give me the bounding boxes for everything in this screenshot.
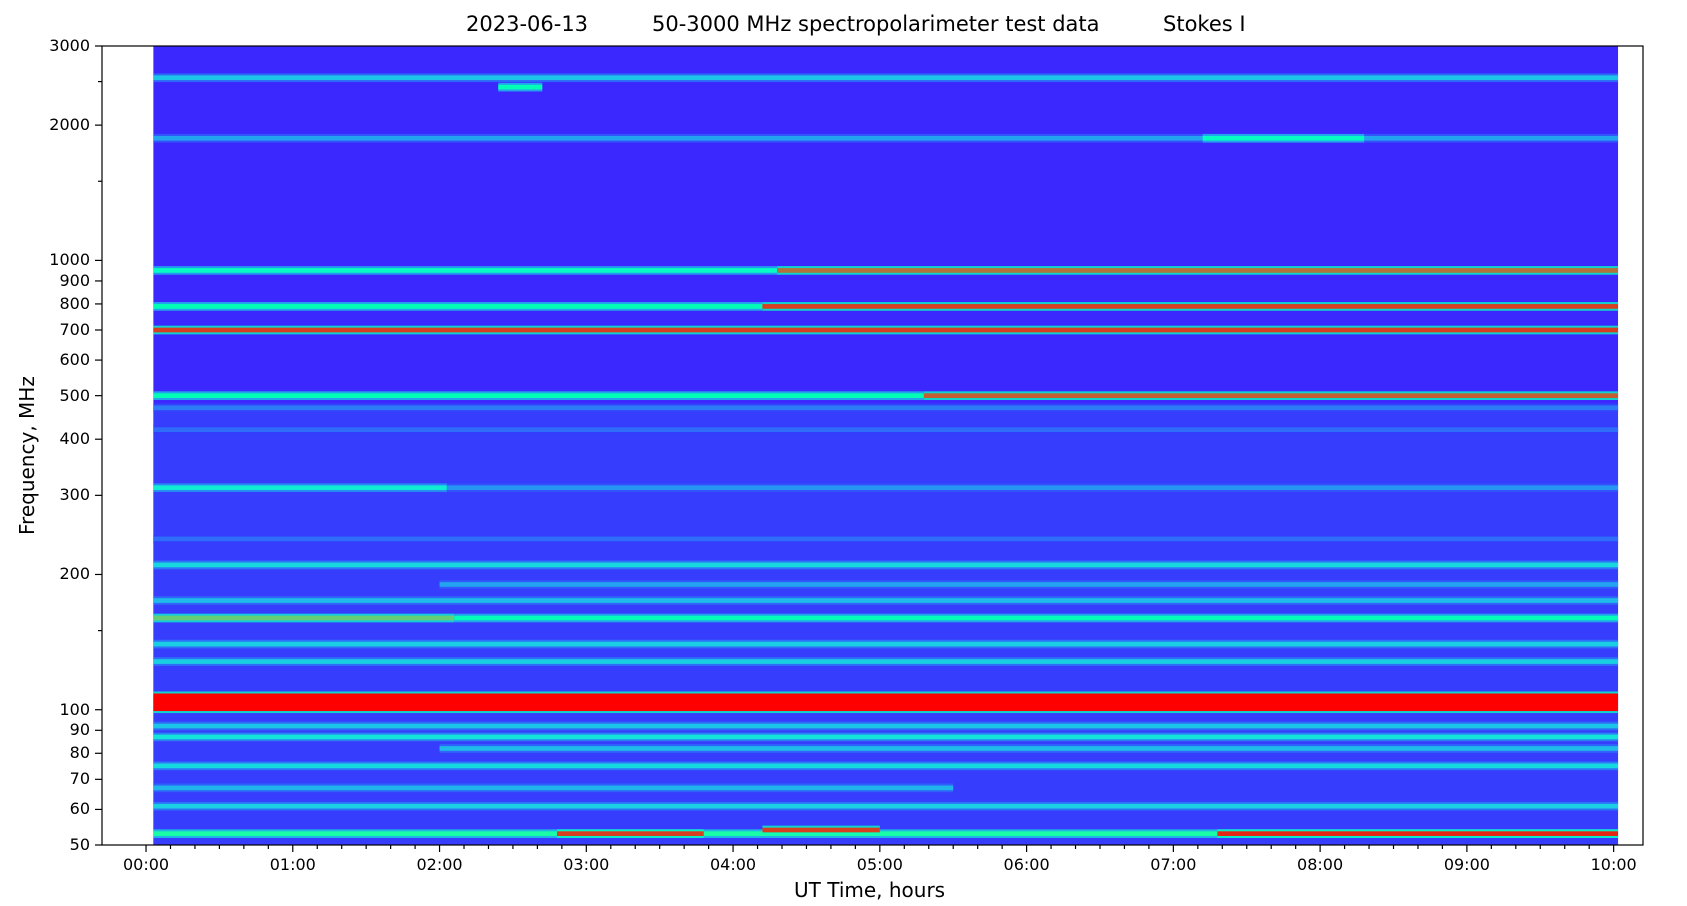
y-tick-label-800: 800 — [59, 293, 90, 313]
y-tick-label-400: 400 — [59, 429, 90, 449]
y-tick-label-80: 80 — [69, 743, 90, 763]
y-tick-label-2000: 2000 — [49, 115, 90, 135]
band-15 — [153, 536, 1619, 542]
y-tick-label-90: 90 — [69, 720, 90, 740]
x-tick-label-05:00: 05:00 — [856, 855, 903, 874]
y-tick-label-900: 900 — [59, 270, 90, 290]
band-0 — [153, 75, 1619, 81]
x-tick-label-08:00: 08:00 — [1297, 855, 1344, 874]
x-tick-label-03:00: 03:00 — [563, 855, 610, 874]
band-10 — [923, 393, 1619, 399]
y-tick-label-1000: 1000 — [49, 250, 90, 270]
band-1 — [498, 84, 543, 90]
band-26 — [439, 746, 1619, 751]
heatmap-area — [153, 46, 1619, 845]
band-11 — [153, 405, 1619, 411]
y-tick-label-300: 300 — [59, 485, 90, 505]
band-17 — [439, 582, 1619, 587]
band-3 — [1202, 135, 1365, 141]
y-tick-label-700: 700 — [59, 319, 90, 339]
y-tick-label-100: 100 — [59, 699, 90, 719]
x-tick-label-07:00: 07:00 — [1150, 855, 1197, 874]
band-18 — [153, 598, 1619, 603]
band-19 — [153, 615, 455, 621]
y-tick-label-70: 70 — [69, 769, 90, 789]
band-5 — [777, 268, 1619, 273]
band-27 — [153, 763, 1619, 769]
band-7 — [762, 304, 1619, 309]
band-4 — [153, 268, 778, 273]
band-29 — [153, 803, 1619, 809]
x-axis-label: UT Time, hours — [794, 878, 946, 902]
x-tick-label-10:00: 10:00 — [1590, 855, 1637, 874]
heatmap-lowfreq-background — [153, 407, 1619, 845]
band-9 — [153, 393, 924, 399]
band-20 — [454, 615, 1619, 621]
y-axis-label: Frequency, MHz — [15, 376, 39, 535]
tick-marks — [95, 45, 1615, 852]
y-tick-label-50: 50 — [69, 835, 90, 854]
band-23 — [153, 693, 1619, 712]
band-32 — [762, 827, 880, 833]
band-16 — [153, 562, 1619, 568]
y-tick-label-60: 60 — [69, 799, 90, 819]
x-tick-label-01:00: 01:00 — [269, 855, 316, 874]
x-tick-label-04:00: 04:00 — [710, 855, 757, 874]
y-tick-label-600: 600 — [59, 350, 90, 370]
band-31 — [556, 831, 704, 836]
y-tick-label-3000: 3000 — [49, 36, 90, 55]
band-14 — [446, 485, 1619, 491]
band-13 — [153, 485, 447, 491]
band-33 — [1217, 831, 1619, 836]
x-tick-label-00:00: 00:00 — [122, 855, 170, 874]
band-2 — [153, 135, 1619, 141]
title-stokes: Stokes I — [1163, 12, 1246, 36]
x-tick-label-06:00: 06:00 — [1003, 855, 1050, 874]
band-12 — [153, 427, 1619, 433]
band-28 — [153, 785, 954, 791]
band-8 — [153, 327, 1619, 333]
axes-frame — [101, 45, 1644, 846]
band-6 — [153, 304, 763, 309]
band-25 — [153, 734, 1619, 740]
band-30 — [153, 831, 1619, 836]
band-22 — [153, 659, 1619, 664]
x-tick-label-02:00: 02:00 — [416, 855, 463, 874]
band-24 — [153, 723, 1619, 729]
band-21 — [153, 641, 1619, 647]
x-tick-label-09:00: 09:00 — [1443, 855, 1490, 874]
title-date: 2023-06-13 — [466, 12, 589, 36]
y-tick-label-200: 200 — [59, 564, 90, 584]
title-description: 50-3000 MHz spectropolarimeter test data — [652, 12, 1100, 36]
y-tick-label-500: 500 — [59, 385, 90, 405]
